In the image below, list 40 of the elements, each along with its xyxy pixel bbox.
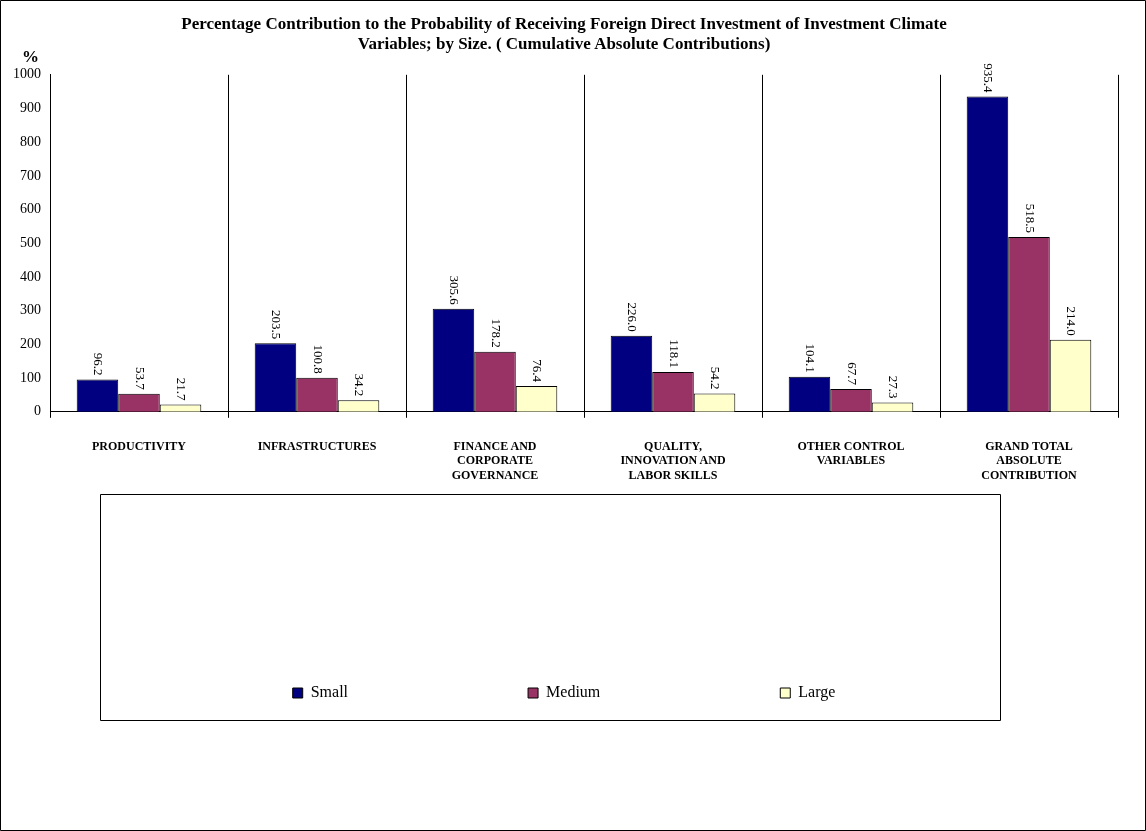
data-label: 104.1 — [803, 343, 819, 373]
x-tick-label: PRODUCTIVITY — [91, 439, 187, 454]
y-tick-label: 300 — [20, 302, 41, 318]
y-tick-label: 200 — [20, 336, 41, 352]
data-label: 226.0 — [625, 302, 641, 332]
data-label: 96.2 — [91, 352, 107, 376]
data-label: 100.8 — [310, 344, 326, 374]
x-tick-label: INFRASTRUCTURES — [257, 439, 377, 454]
data-label: 27.3 — [886, 375, 902, 399]
data-label: 67.7 — [844, 362, 860, 386]
y-tick-label: 600 — [20, 201, 41, 217]
legend-label: Medium — [546, 683, 601, 701]
data-label: 518.5 — [1022, 203, 1038, 234]
x-tick-label: OTHER CONTROL VARIABLES — [797, 439, 905, 468]
y-tick-label: 100 — [20, 369, 41, 385]
y-tick-label: 1000 — [13, 66, 41, 82]
data-label: 118.1 — [666, 339, 682, 368]
y-tick-label: 800 — [20, 133, 41, 149]
data-label: 203.5 — [269, 309, 285, 340]
data-label: 76.4 — [530, 359, 546, 383]
data-label: 305.6 — [447, 275, 463, 306]
x-tick-label: QUALITY, INNOVATION AND LABOR SKILLS — [620, 439, 726, 482]
data-label: 21.7 — [174, 377, 190, 401]
data-label: 935.4 — [981, 63, 997, 94]
x-tick-label: FINANCE AND CORPORATE GOVERNANCE — [451, 439, 539, 482]
legend-label: Small — [310, 683, 349, 701]
chart-title: Percentage Contribution to the Probability of Receiving Foreign Direct Investment of Investment Climate Variables; by Size. ( Cumulative Absolute Contributions) — [181, 13, 948, 53]
data-label: 178.2 — [488, 318, 504, 348]
y-axis-title: % — [22, 47, 39, 67]
y-tick-label: 0 — [34, 403, 41, 419]
y-tick-label: 400 — [20, 268, 41, 284]
data-label: 34.2 — [352, 373, 368, 397]
y-tick-label: 700 — [20, 167, 41, 183]
data-label: 214.0 — [1064, 306, 1080, 336]
data-label: 54.2 — [708, 366, 724, 390]
x-tick-label: GRAND TOTAL ABSOLUTE CONTRIBUTION — [981, 439, 1077, 482]
y-tick-label: 500 — [20, 234, 41, 250]
data-label: 53.7 — [132, 366, 148, 391]
y-tick-label: 900 — [20, 100, 41, 116]
legend-label: Large — [798, 683, 836, 702]
